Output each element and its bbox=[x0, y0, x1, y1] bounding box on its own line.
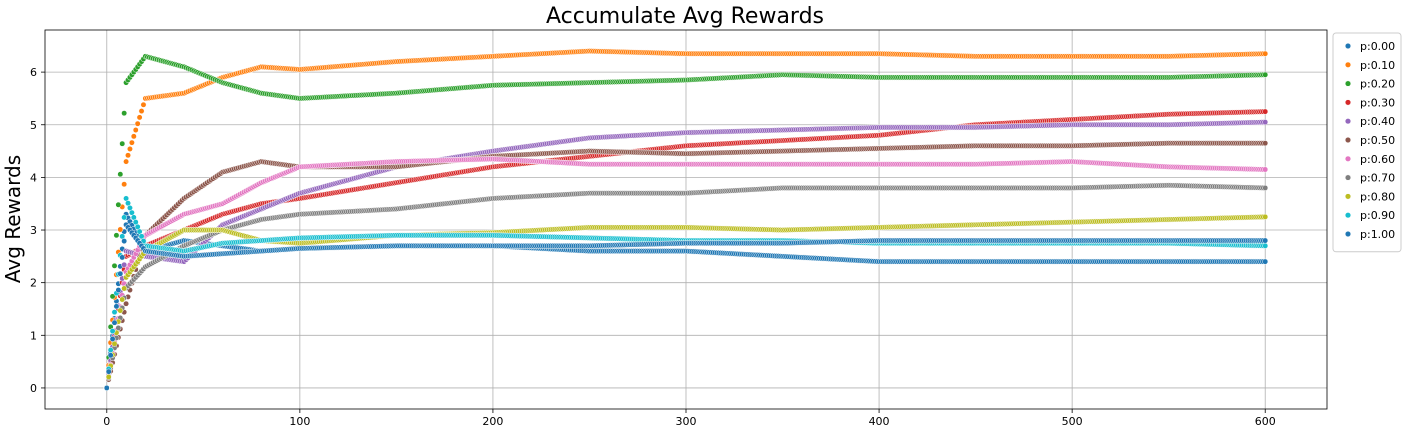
data-point bbox=[1262, 108, 1269, 115]
data-point bbox=[136, 114, 143, 121]
data-point bbox=[1262, 71, 1269, 78]
chart-title: Accumulate Avg Rewards bbox=[546, 4, 824, 29]
data-point bbox=[1262, 119, 1269, 126]
data-point bbox=[115, 201, 122, 208]
data-point bbox=[117, 307, 124, 314]
data-point bbox=[1262, 50, 1269, 57]
data-point bbox=[121, 181, 128, 188]
data-point bbox=[123, 158, 130, 165]
data-point bbox=[1262, 166, 1269, 173]
data-point bbox=[134, 120, 141, 127]
data-point bbox=[1262, 184, 1269, 191]
data-point bbox=[117, 171, 124, 178]
data-point bbox=[130, 133, 137, 140]
y-axis-label: Avg Rewards bbox=[1, 155, 25, 283]
data-points bbox=[103, 48, 1269, 391]
data-point bbox=[138, 108, 145, 115]
data-point bbox=[121, 110, 128, 117]
data-point bbox=[1262, 258, 1269, 265]
data-point bbox=[117, 226, 124, 233]
data-point bbox=[111, 262, 118, 269]
data-point bbox=[113, 232, 120, 239]
data-point bbox=[119, 140, 126, 147]
data-point bbox=[1262, 140, 1269, 147]
data-point bbox=[127, 146, 133, 152]
data-point bbox=[121, 285, 128, 292]
data-point bbox=[125, 152, 131, 159]
data-point bbox=[140, 101, 147, 108]
data-point bbox=[119, 296, 126, 303]
data-point bbox=[128, 139, 135, 146]
data-point bbox=[123, 300, 130, 307]
data-point bbox=[105, 373, 112, 380]
data-point bbox=[132, 127, 139, 133]
